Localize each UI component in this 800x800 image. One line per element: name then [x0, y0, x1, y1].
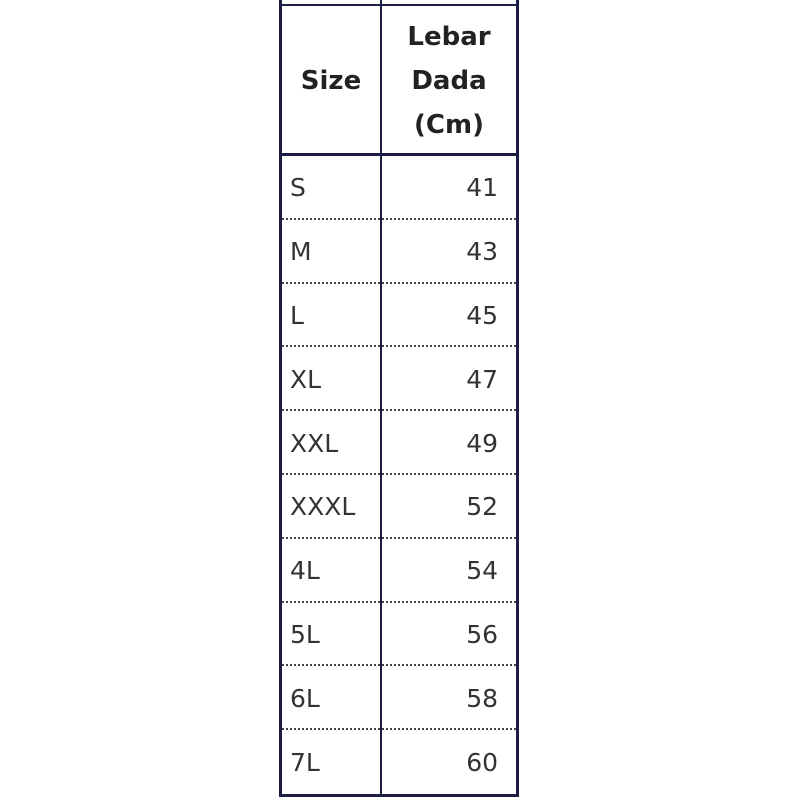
row-separator — [282, 664, 516, 667]
row-separator — [282, 600, 516, 603]
column-divider — [380, 0, 382, 794]
chest-width-cell: 56 — [466, 619, 498, 649]
size-cell: 5L — [290, 619, 320, 649]
chest-width-cell: 52 — [466, 492, 498, 522]
chest-width-cell: 49 — [466, 428, 498, 458]
top-rule — [282, 4, 516, 6]
row-separator — [282, 473, 516, 475]
row-separator — [282, 345, 516, 348]
row-separator — [282, 536, 516, 539]
size-cell: M — [290, 237, 312, 267]
chest-width-cell: 58 — [466, 683, 498, 713]
row-separator — [282, 217, 516, 220]
header-text: Lebar Dada (Cm) — [407, 21, 491, 140]
size-cell: L — [290, 300, 304, 330]
chest-width-cell: 47 — [466, 364, 498, 394]
size-cell: S — [290, 173, 306, 203]
chest-width-cell: 45 — [466, 300, 498, 330]
header-cell: Size — [300, 65, 362, 96]
chest-width-cell: 41 — [466, 173, 498, 203]
chest-width-cell: 43 — [466, 237, 498, 267]
size-table: Size Lebar Dada (Cm) S 41 M 43 L 45 XL 47 XXL 49 X… — [279, 0, 519, 797]
row-separator — [282, 281, 516, 284]
size-cell: 4L — [290, 556, 320, 586]
row-separator — [282, 728, 516, 731]
chest-width-cell: 54 — [466, 556, 498, 586]
size-cell: XXL — [290, 428, 339, 458]
size-cell: 7L — [290, 747, 320, 777]
header-cell: Lebar Dada (Cm) — [382, 8, 516, 153]
header-rule — [282, 153, 516, 156]
size-cell: 6L — [290, 683, 320, 713]
chest-width-cell: 60 — [466, 747, 498, 777]
size-cell: XXXL — [290, 492, 356, 522]
size-cell: XL — [290, 364, 322, 394]
row-separator — [282, 409, 516, 412]
